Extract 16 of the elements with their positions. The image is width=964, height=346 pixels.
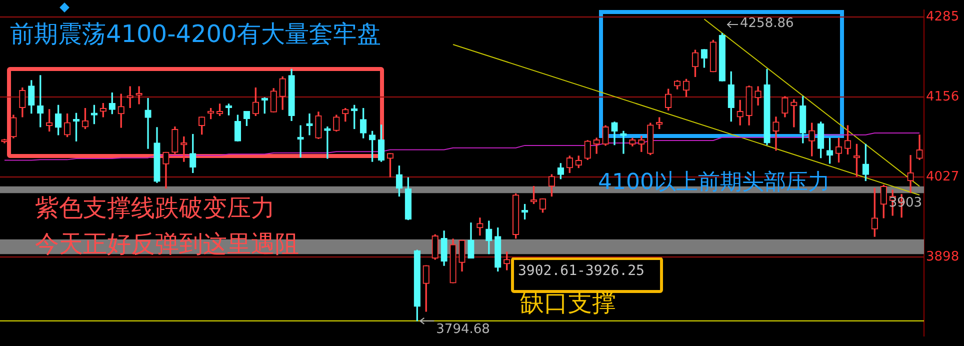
y-tick-label: 3898 [926,249,960,264]
annotation: 3902.61-3926.25 [518,263,644,280]
candlestick [144,98,152,149]
candlestick [620,130,627,154]
annotation: 前期震荡4100-4200有大量套牢盘 [10,20,381,49]
candlestick [907,155,914,193]
candlestick [324,126,331,159]
y-tick-label: 4027 [926,169,960,184]
annotation: 4258.86 [740,16,794,32]
annotation: 紫色支撑线跌破变压力 [35,194,275,223]
annotation: 4100以上前期头部压力 [598,170,830,196]
y-tick-label: 4156 [926,90,960,105]
y-tick-label: 4285 [926,10,960,25]
annotation: 缺口支撑 [520,289,616,318]
annotation: 3794.68 [436,322,490,337]
candlestick [790,99,798,128]
